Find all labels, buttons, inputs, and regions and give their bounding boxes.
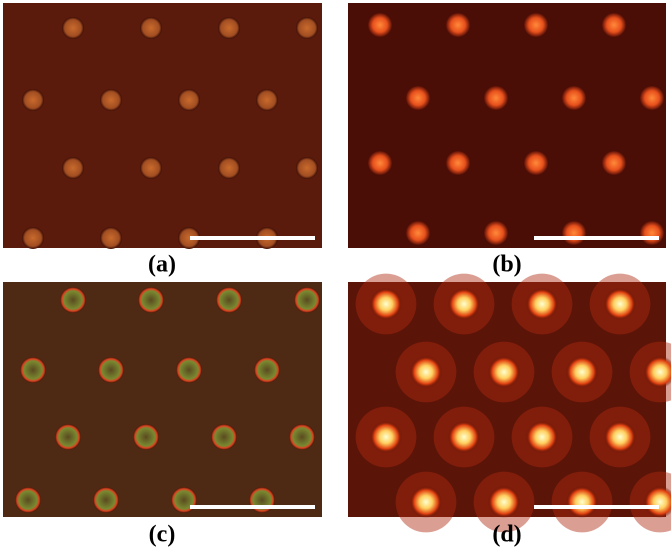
- dot: [602, 151, 626, 175]
- dot: [524, 151, 548, 175]
- dot: [484, 221, 508, 245]
- dot: [446, 151, 470, 175]
- micrograph: [348, 3, 666, 248]
- dot: [406, 86, 430, 110]
- dot: [370, 421, 402, 453]
- dot: [370, 288, 402, 320]
- dot: [140, 17, 162, 39]
- dot: [178, 227, 200, 249]
- dot: [410, 486, 442, 518]
- dot: [254, 357, 280, 383]
- dot: [294, 287, 320, 313]
- dot: [526, 288, 558, 320]
- scale-bar: [190, 505, 315, 509]
- dot: [20, 357, 46, 383]
- micrograph: [3, 282, 322, 517]
- dot: [62, 157, 84, 179]
- dot: [604, 421, 636, 453]
- scale-bar: [190, 236, 315, 240]
- dot: [446, 13, 470, 37]
- micrograph-background: [3, 3, 322, 248]
- dot: [62, 17, 84, 39]
- micrograph: [348, 273, 671, 533]
- dot: [171, 487, 197, 513]
- dot: [100, 227, 122, 249]
- dot: [98, 357, 124, 383]
- dot: [211, 424, 237, 450]
- micrograph: [3, 3, 322, 249]
- dot: [249, 487, 275, 513]
- dot: [488, 486, 520, 518]
- dot: [644, 356, 671, 388]
- dot: [22, 227, 44, 249]
- dot: [55, 424, 81, 450]
- dot: [562, 221, 586, 245]
- panel-label: (d): [492, 522, 521, 548]
- micrograph-background: [3, 282, 322, 517]
- dot: [138, 287, 164, 313]
- dot: [368, 151, 392, 175]
- dot: [296, 17, 318, 39]
- dot: [640, 86, 664, 110]
- dot: [22, 89, 44, 111]
- dot: [640, 221, 664, 245]
- dot: [562, 86, 586, 110]
- dot: [216, 287, 242, 313]
- dot: [256, 89, 278, 111]
- dot: [566, 486, 598, 518]
- dot: [524, 13, 548, 37]
- micrograph-background: [348, 3, 666, 248]
- dot: [296, 157, 318, 179]
- micrograph-background: [348, 282, 666, 517]
- dot: [484, 86, 508, 110]
- dot: [604, 288, 636, 320]
- dot: [488, 356, 520, 388]
- dot: [178, 89, 200, 111]
- dot: [368, 13, 392, 37]
- dot: [448, 288, 480, 320]
- dot: [289, 424, 315, 450]
- dot: [15, 487, 41, 513]
- dot: [133, 424, 159, 450]
- dot: [218, 157, 240, 179]
- dot: [448, 421, 480, 453]
- panel-label: (b): [492, 252, 521, 278]
- dot: [566, 356, 598, 388]
- dot: [176, 357, 202, 383]
- scale-bar: [534, 505, 659, 509]
- dot: [526, 421, 558, 453]
- dot: [644, 486, 671, 518]
- panels: [3, 3, 671, 533]
- dot: [218, 17, 240, 39]
- dot: [140, 157, 162, 179]
- panel-label: (c): [149, 522, 176, 548]
- scale-bar: [534, 236, 659, 240]
- dot: [406, 221, 430, 245]
- dot: [60, 287, 86, 313]
- dot: [100, 89, 122, 111]
- dot: [93, 487, 119, 513]
- dot: [410, 356, 442, 388]
- dot: [602, 13, 626, 37]
- panel-label: (a): [148, 252, 176, 278]
